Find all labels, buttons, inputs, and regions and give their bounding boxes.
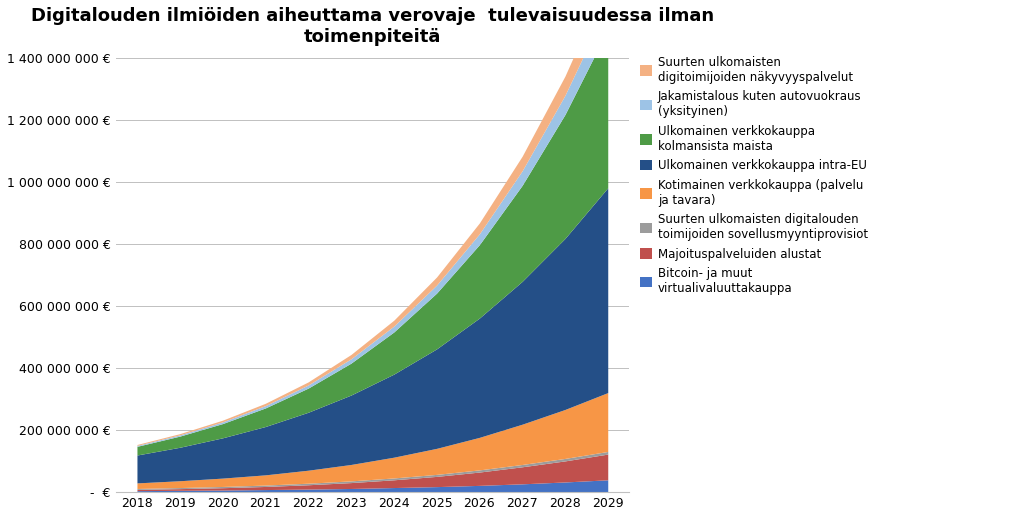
Title: Digitalouden ilmiöiden aiheuttama verovaje  tulevaisuudessa ilman
toimenpiteitä: Digitalouden ilmiöiden aiheuttama verova… bbox=[31, 7, 714, 45]
Legend: Suurten ulkomaisten
digitoimijoiden näkyvyyspalvelut, Jakamistalous kuten autovu: Suurten ulkomaisten digitoimijoiden näky… bbox=[640, 56, 869, 295]
